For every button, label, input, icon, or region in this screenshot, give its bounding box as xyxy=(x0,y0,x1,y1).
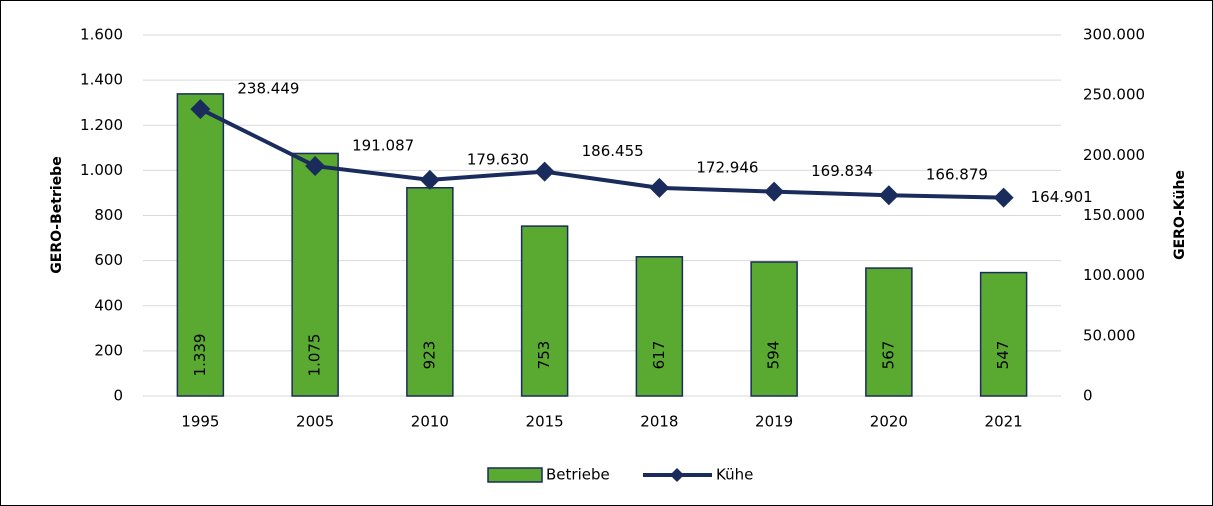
y2-tick-label: 300.000 xyxy=(1083,26,1145,44)
legend-label: Kühe xyxy=(716,466,753,484)
x-tick-label: 2020 xyxy=(870,413,908,431)
legend-swatch xyxy=(487,467,543,483)
line xyxy=(199,107,1004,200)
y-tick-label: 1.400 xyxy=(80,71,123,89)
line-value-label: 172.946 xyxy=(696,158,758,176)
y-tick-label: 600 xyxy=(94,251,123,269)
line-value-label: 191.087 xyxy=(352,137,414,155)
y-tick-label: 1.600 xyxy=(80,26,123,44)
legend-label: Betriebe xyxy=(546,466,610,484)
line-value-label: 166.879 xyxy=(926,166,988,184)
bar-value-label: 567 xyxy=(879,341,897,370)
bar-value-label: 617 xyxy=(650,341,668,370)
line-marker xyxy=(649,177,670,198)
y-axis-title: GERO-Betriebe xyxy=(49,156,65,273)
line-value-label: 169.834 xyxy=(811,162,873,180)
line-marker xyxy=(534,161,555,182)
bar-value-label: 547 xyxy=(994,341,1012,370)
y-tick-label: 800 xyxy=(94,206,123,224)
line-marker xyxy=(764,181,785,202)
x-tick-label: 2010 xyxy=(411,413,449,431)
line-marker xyxy=(419,169,440,190)
y-tick-label: 0 xyxy=(113,387,123,405)
x-tick-label: 2019 xyxy=(755,413,793,431)
line-marker xyxy=(878,185,899,206)
x-tick-label: 2005 xyxy=(296,413,334,431)
bar xyxy=(750,261,798,397)
y-tick-label: 1.000 xyxy=(80,161,123,179)
bar-value-label: 753 xyxy=(535,341,553,370)
y2-tick-label: 50.000 xyxy=(1083,326,1136,344)
y-tick-label: 400 xyxy=(94,296,123,314)
y2-tick-label: 0 xyxy=(1083,387,1093,405)
y2-axis-title: GERO-Kühe xyxy=(1172,170,1188,260)
bar-value-label: 594 xyxy=(765,341,783,370)
line-value-label: 179.630 xyxy=(467,150,529,168)
bar xyxy=(406,186,454,397)
y2-tick-label: 100.000 xyxy=(1083,266,1145,284)
line-value-label: 238.449 xyxy=(237,80,299,98)
x-tick-label: 1995 xyxy=(181,413,219,431)
bar xyxy=(979,271,1028,397)
x-tick-label: 2018 xyxy=(640,413,678,431)
bar-value-label: 1.075 xyxy=(306,334,324,377)
bar-value-label: 923 xyxy=(420,341,438,370)
y2-tick-label: 200.000 xyxy=(1083,146,1145,164)
y-tick-label: 200 xyxy=(94,341,123,359)
line-marker xyxy=(993,187,1014,208)
y2-tick-label: 250.000 xyxy=(1083,86,1145,104)
y-tick-label: 1.200 xyxy=(80,116,123,134)
bar-value-label: 1.339 xyxy=(191,334,209,377)
bar xyxy=(291,152,339,397)
x-tick-label: 2021 xyxy=(985,413,1023,431)
line-marker xyxy=(305,156,326,177)
legend-swatch xyxy=(670,468,684,482)
line-value-label: 186.455 xyxy=(582,142,644,160)
bar xyxy=(865,267,913,397)
bar xyxy=(635,256,684,397)
line-value-label: 164.901 xyxy=(1031,188,1093,206)
bar xyxy=(520,225,569,397)
line-marker xyxy=(190,99,211,120)
x-tick-label: 2015 xyxy=(526,413,564,431)
y2-tick-label: 150.000 xyxy=(1083,206,1145,224)
bar xyxy=(176,93,225,397)
